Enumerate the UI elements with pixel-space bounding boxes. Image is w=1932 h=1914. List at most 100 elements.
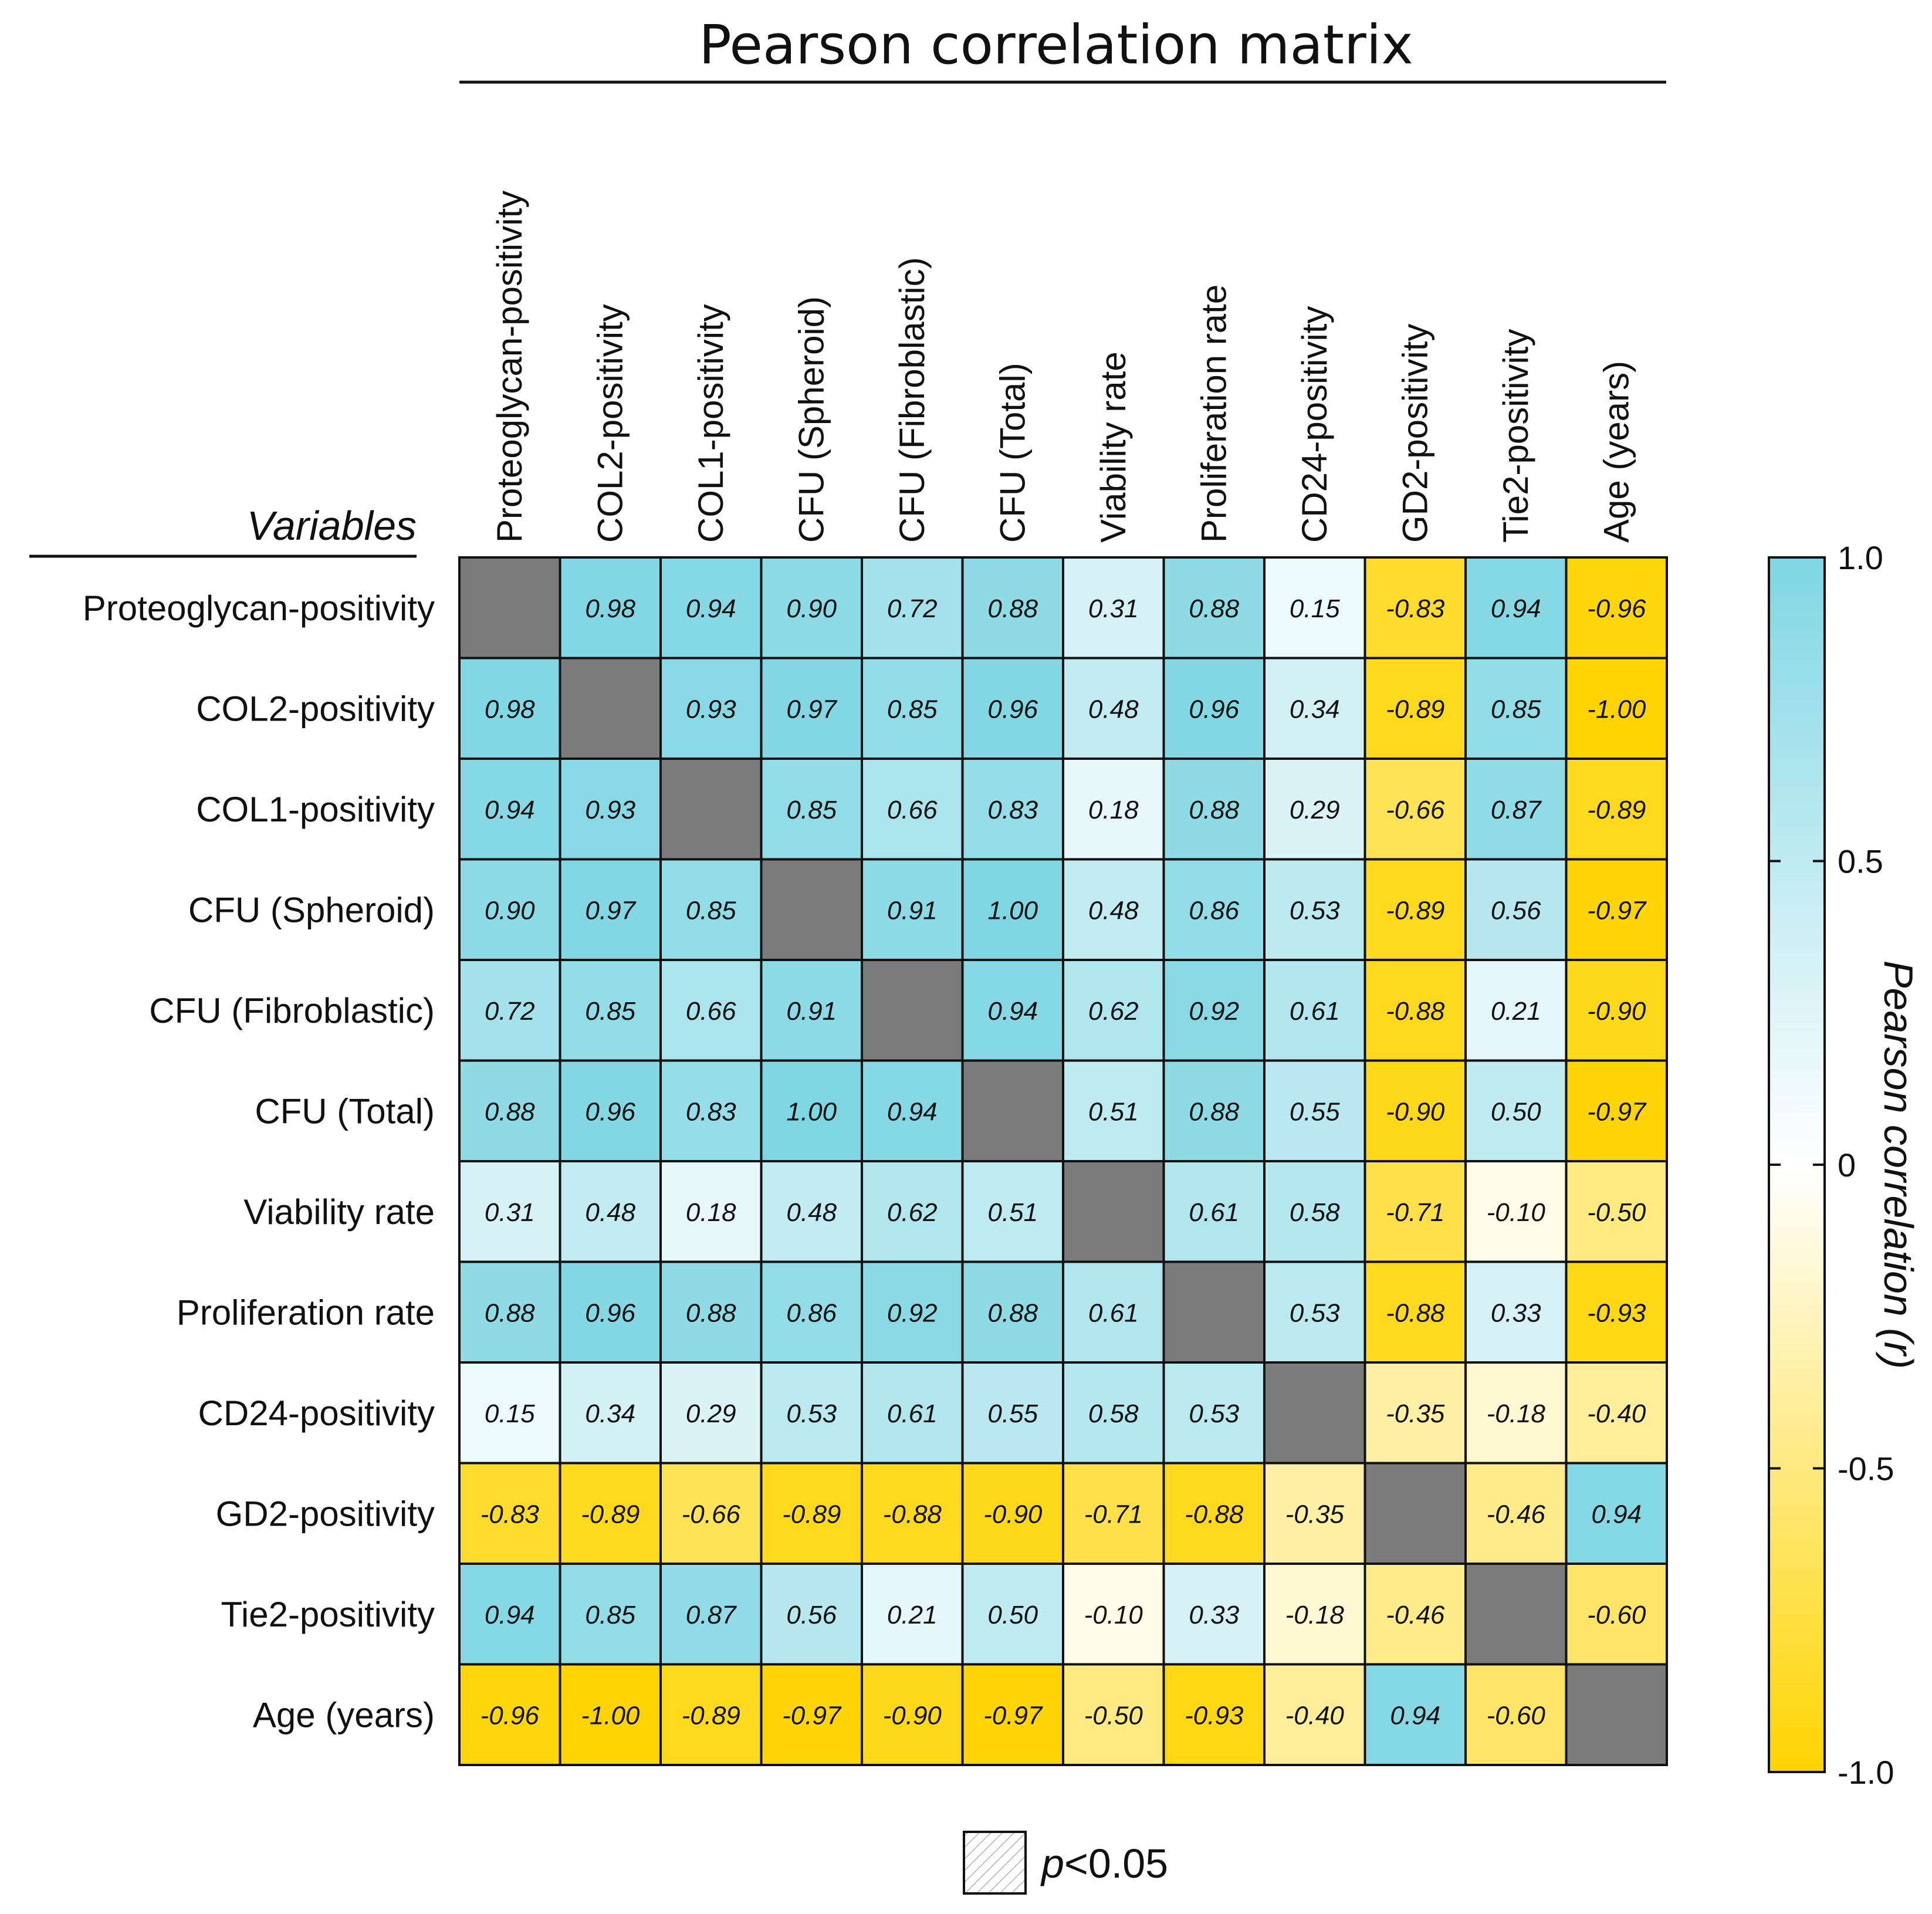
heatmap-cell-0-6 xyxy=(1062,556,1165,660)
heatmap-cell-value-8-0: 0.15 xyxy=(485,1399,535,1428)
heatmap-cell-10-11 xyxy=(1565,1563,1668,1666)
row-label-col1-positivity: COL1-positivity xyxy=(196,790,435,829)
heatmap-cell-0-3 xyxy=(760,556,863,660)
heatmap-cell-value-2-3: 0.85 xyxy=(786,796,837,824)
heatmap-cell-0-0 xyxy=(458,556,561,660)
heatmap-cell-4-11 xyxy=(1565,959,1668,1062)
heatmap-cell-5-9 xyxy=(1363,1059,1467,1162)
heatmap-cell-11-6 xyxy=(1062,1663,1165,1766)
heatmap-cell-value-5-7: 0.88 xyxy=(1189,1097,1239,1126)
heatmap-cell-1-9 xyxy=(1363,657,1467,760)
heatmap-cell-value-4-1: 0.85 xyxy=(585,997,635,1026)
heatmap-cell-value-3-0: 0.90 xyxy=(485,896,535,925)
heatmap-cell-value-3-8: 0.53 xyxy=(1290,896,1340,925)
heatmap-cell-10-7 xyxy=(1162,1563,1266,1666)
legend-label: p<0.05 xyxy=(1040,1841,1168,1886)
heatmap-cell-value-5-10: 0.50 xyxy=(1491,1097,1541,1126)
heatmap-cell-value-1-2: 0.93 xyxy=(686,695,736,723)
heatmap-cell-8-10 xyxy=(1464,1361,1568,1465)
heatmap-cell-value-3-1: 0.97 xyxy=(585,896,636,925)
heatmap-cell-value-3-11: -0.97 xyxy=(1587,896,1647,925)
column-labels: Proteoglycan-positivity COL2-positivity CO… xyxy=(490,191,1636,543)
heatmap-cell-11-1 xyxy=(559,1663,662,1766)
heatmap-cell-1-4 xyxy=(861,657,964,760)
heatmap-cell-value-3-5: 1.00 xyxy=(987,896,1038,925)
heatmap-cell-value-2-10: 0.87 xyxy=(1491,796,1542,824)
heatmap-cell-value-5-1: 0.96 xyxy=(585,1097,635,1126)
heatmap-cell-1-11 xyxy=(1565,657,1668,760)
heatmap-cell-value-7-6: 0.61 xyxy=(1088,1298,1139,1327)
heatmap-cell-5-3 xyxy=(760,1059,863,1162)
heatmap-cell-value-3-6: 0.48 xyxy=(1088,896,1139,925)
heatmap-cell-value-1-10: 0.85 xyxy=(1491,695,1541,723)
heatmap-cell-value-0-9: -0.83 xyxy=(1386,594,1445,623)
heatmap-cell-value-5-6: 0.51 xyxy=(1088,1097,1139,1126)
heatmap-cell-value-0-3: 0.90 xyxy=(786,594,837,623)
heatmap-cell-4-3 xyxy=(760,959,863,1062)
heatmap-cell-0-2 xyxy=(659,556,763,660)
heatmap-cell-value-2-11: -0.89 xyxy=(1587,796,1646,824)
heatmap-cell-value-7-3: 0.86 xyxy=(786,1298,837,1327)
heatmap-cell-6-6 xyxy=(1062,1160,1165,1263)
heatmap-cell-7-11 xyxy=(1565,1260,1668,1364)
legend-p-symbol: p xyxy=(1040,1841,1064,1886)
heatmap-cell-value-2-7: 0.88 xyxy=(1189,796,1239,824)
row-label-cd24-positivity: CD24-positivity xyxy=(198,1394,435,1433)
heatmap-cell-value-8-1: 0.34 xyxy=(585,1399,635,1428)
heatmap-cell-11-2 xyxy=(659,1663,763,1766)
heatmap-cell-2-1 xyxy=(559,758,662,861)
heatmap-cell-5-1 xyxy=(559,1059,662,1162)
heatmap-cell-value-11-8: -0.40 xyxy=(1285,1701,1345,1730)
heatmap-cell-10-10 xyxy=(1464,1563,1568,1666)
heatmap-cell-value-10-6: -0.10 xyxy=(1084,1601,1143,1629)
heatmap-cell-5-11 xyxy=(1565,1059,1668,1162)
heatmap-cell-value-8-10: -0.18 xyxy=(1487,1399,1546,1428)
heatmap-cell-11-5 xyxy=(961,1663,1064,1766)
colorbar-tick-label-4: -1.0 xyxy=(1838,1754,1894,1791)
heatmap-cell-value-2-5: 0.83 xyxy=(987,796,1038,824)
heatmap-cell-3-3 xyxy=(760,858,863,961)
heatmap-cell-value-11-0: -0.96 xyxy=(481,1701,540,1730)
heatmap-cell-value-5-4: 0.94 xyxy=(887,1097,938,1126)
heatmap-cell-value-11-10: -0.60 xyxy=(1487,1701,1546,1730)
heatmap-cell-1-3 xyxy=(760,657,863,760)
heatmap-cell-11-0 xyxy=(458,1663,561,1766)
row-label-age-years: Age (years) xyxy=(253,1695,435,1734)
heatmap-cell-1-0 xyxy=(458,657,561,760)
heatmap-cell-7-7 xyxy=(1162,1260,1266,1364)
heatmap-cell-value-1-6: 0.48 xyxy=(1088,695,1139,723)
heatmap-cell-value-9-8: -0.35 xyxy=(1285,1500,1345,1529)
colorbar-tick-label-3: -0.5 xyxy=(1838,1450,1894,1487)
heatmap-cell-2-9 xyxy=(1363,758,1467,861)
heatmap-cell-10-8 xyxy=(1263,1563,1366,1666)
heatmap-cell-value-2-0: 0.94 xyxy=(485,796,535,824)
heatmap-cell-5-4 xyxy=(861,1059,964,1162)
heatmap-cell-value-10-0: 0.94 xyxy=(485,1601,535,1629)
heatmap-cell-9-5 xyxy=(961,1462,1064,1565)
heatmap-cell-value-6-10: -0.10 xyxy=(1487,1198,1546,1227)
heatmap-cell-value-3-2: 0.85 xyxy=(686,896,736,925)
heatmap-cell-value-0-11: -0.96 xyxy=(1587,594,1646,623)
variables-axis-title: Variables xyxy=(247,503,417,549)
row-label-tie2-positivity: Tie2-positivity xyxy=(221,1595,435,1634)
heatmap-cell-3-5 xyxy=(961,858,1064,961)
chart-title: Pearson correlation matrix xyxy=(699,13,1413,76)
heatmap-cell-4-4 xyxy=(861,959,964,1062)
heatmap-cell-value-6-2: 0.18 xyxy=(686,1198,736,1227)
heatmap-cell-10-2 xyxy=(659,1563,763,1666)
heatmap-cell-8-7 xyxy=(1162,1361,1266,1465)
heatmap-cell-value-8-11: -0.40 xyxy=(1587,1399,1646,1428)
row-label-cfu-spheroid: CFU (Spheroid) xyxy=(188,890,435,929)
heatmap-cell-1-1 xyxy=(559,657,662,760)
heatmap-cell-value-1-9: -0.89 xyxy=(1386,695,1444,723)
heatmap-cell-10-5 xyxy=(961,1563,1064,1666)
heatmap-cell-value-9-1: -0.89 xyxy=(581,1500,640,1529)
heatmap-cell-9-8 xyxy=(1263,1462,1366,1565)
heatmap-cell-value-0-10: 0.94 xyxy=(1491,594,1541,623)
heatmap-cell-value-7-4: 0.92 xyxy=(887,1298,938,1327)
heatmap-cell-value-10-11: -0.60 xyxy=(1587,1601,1646,1629)
heatmap-cell-9-2 xyxy=(659,1462,763,1565)
heatmap-cell-value-4-10: 0.21 xyxy=(1491,997,1541,1026)
heatmap-cell-9-3 xyxy=(760,1462,863,1565)
